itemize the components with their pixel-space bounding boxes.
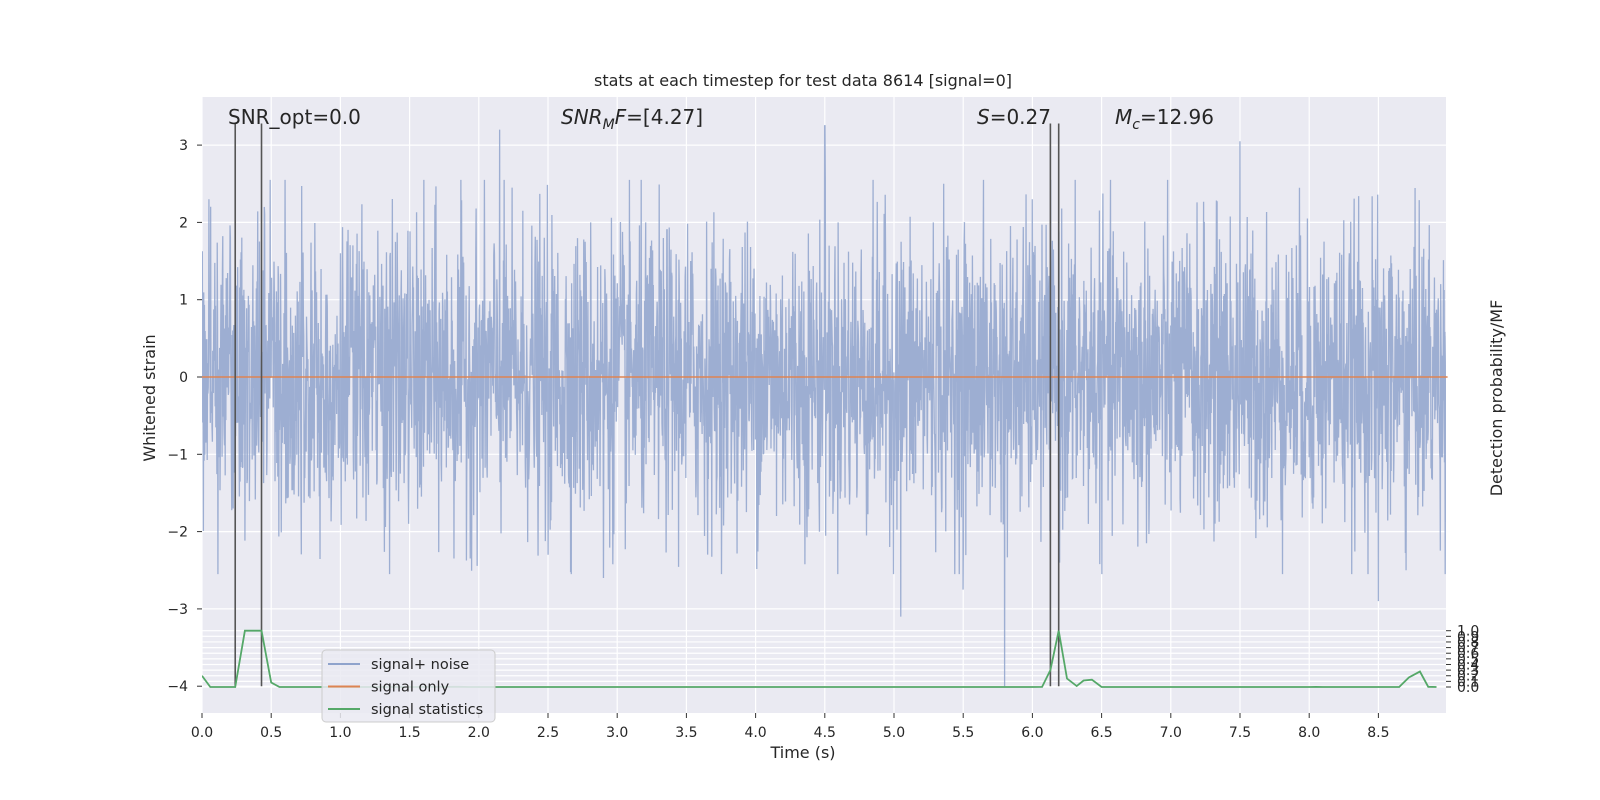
x-tick-label: 3.5 <box>675 725 697 741</box>
y-left-tick-label: 0 <box>179 370 188 386</box>
y-axis-label-right: Detection probability/MF <box>1487 300 1506 497</box>
y-right-tick-label: 0.7 <box>1457 641 1479 657</box>
annotation-mc: Mc=12.96 <box>1115 105 1214 133</box>
y-right-tick-label: 0.1 <box>1457 674 1479 690</box>
x-tick-label: 6.5 <box>1090 725 1112 741</box>
x-tick-label: 2.0 <box>468 725 490 741</box>
x-tick-label: 7.0 <box>1160 725 1182 741</box>
legend-label: signal statistics <box>371 702 483 718</box>
legend-label: signal+ noise <box>371 657 469 673</box>
y-axis-label-left: Whitened strain <box>140 334 159 461</box>
y-right-tick-label: 0.5 <box>1457 652 1479 668</box>
x-tick-label: 8.0 <box>1298 725 1320 741</box>
y-left-tick-label: −3 <box>167 602 188 618</box>
series-signal-plus-noise <box>202 125 1446 687</box>
y-right-tick-label: 0.9 <box>1457 629 1479 645</box>
x-tick-label: 5.0 <box>883 725 905 741</box>
x-axis-label: Time (s) <box>769 743 835 762</box>
y-left-tick-label: 3 <box>179 138 188 154</box>
y-right-tick-label: 1.0 <box>1457 624 1479 640</box>
y-left-tick-label: 1 <box>179 293 188 309</box>
x-tick-label: 0.0 <box>191 725 213 741</box>
y-left-tick-label: −1 <box>167 447 188 463</box>
legend-label: signal only <box>371 680 450 696</box>
y-left-tick-label: −4 <box>167 679 188 695</box>
legend: signal+ noise signal only signal statistic… <box>321 649 496 723</box>
y-right-tick-label: 0.3 <box>1457 663 1479 679</box>
x-tick-label: 4.5 <box>814 725 836 741</box>
y-left-tick-label: 2 <box>179 215 188 231</box>
y-right-tick-label: 0.2 <box>1457 669 1479 685</box>
annotation-snr-opt: SNR_opt=0.0 <box>228 105 361 129</box>
y-right-tick-label: 0.6 <box>1457 646 1479 662</box>
chart-title: stats at each timestep for test data 861… <box>594 71 1012 90</box>
y-left-tick-label: −2 <box>167 525 188 541</box>
legend-box <box>321 649 496 723</box>
x-tick-label: 1.0 <box>329 725 351 741</box>
x-tick-label: 1.5 <box>398 725 420 741</box>
x-tick-label: 8.5 <box>1367 725 1389 741</box>
x-tick-label: 4.0 <box>744 725 766 741</box>
x-tick-label: 3.0 <box>606 725 628 741</box>
annotation-snr-mf: SNRMF=[4.27] <box>561 105 703 133</box>
x-tick-label: 7.5 <box>1229 725 1251 741</box>
series-signal-statistics <box>202 629 1437 688</box>
x-tick-label: 6.0 <box>1021 725 1043 741</box>
y-right-tick-label: 0.4 <box>1457 657 1479 673</box>
x-tick-label: 5.5 <box>952 725 974 741</box>
y-right-tick-label: 0.8 <box>1457 635 1479 651</box>
x-tick-label: 0.5 <box>260 725 282 741</box>
annotation-s: S=0.27 <box>977 105 1051 129</box>
y-right-tick-label: 0.0 <box>1457 680 1479 696</box>
x-tick-label: 2.5 <box>537 725 559 741</box>
